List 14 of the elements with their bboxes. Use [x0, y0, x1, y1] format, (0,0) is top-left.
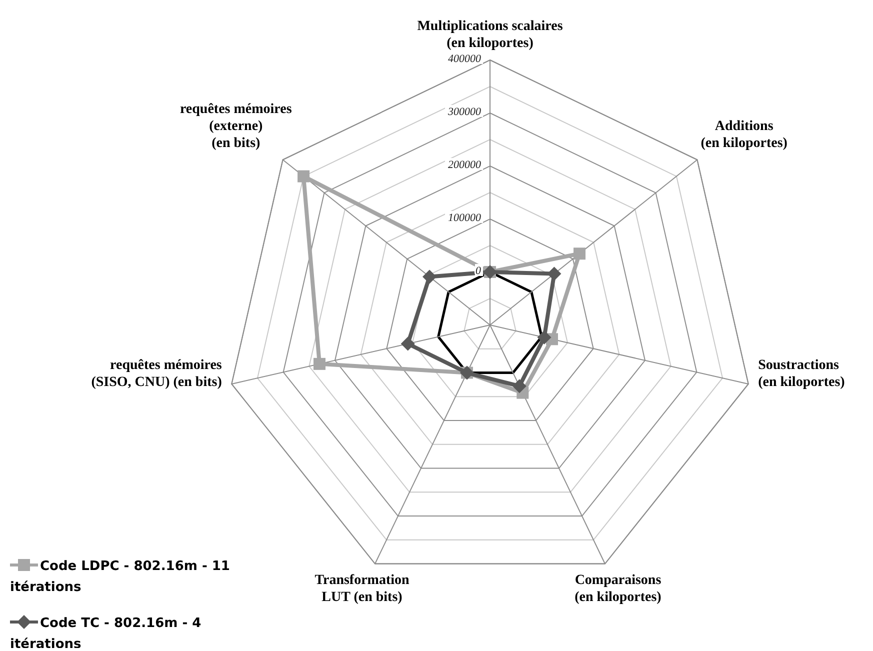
spoke-label: Additions (en kiloportes)	[700, 118, 788, 151]
y-tick-label: 300000	[447, 106, 482, 118]
y-tick-label: 0	[476, 265, 482, 277]
spoke-label: Soustractions (en kiloportes)	[758, 358, 846, 390]
spoke-label: requêtes mémoires (externe) (en bits)	[180, 102, 292, 151]
legend-label: Code LDPC - 802.16m - 11 itérations	[10, 559, 230, 595]
legend-label: Code TC - 802.16m - 4 itérations	[10, 616, 202, 651]
y-tick-label: 200000	[448, 159, 482, 171]
spoke-label: Comparaisons (en kiloportes)	[574, 572, 662, 605]
spoke-label: Multiplications scalaires (en kiloportes)	[417, 19, 564, 51]
y-tick-label: 100000	[448, 212, 482, 224]
spoke-label: Transformation LUT (en bits)	[314, 572, 410, 605]
spoke-label: requêtes mémoires (SISO, CNU) (en bits)	[91, 358, 222, 390]
y-tick-label: 400000	[448, 53, 482, 65]
